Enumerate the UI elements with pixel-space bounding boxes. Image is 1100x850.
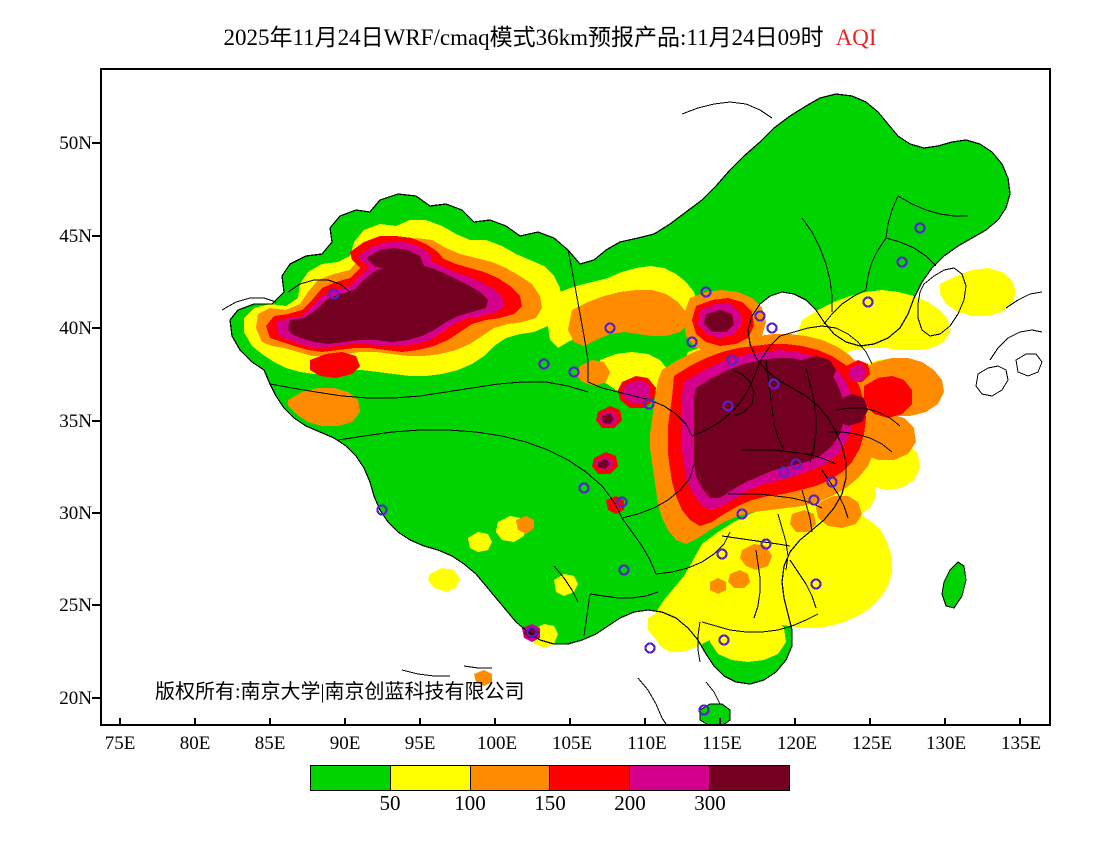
- x-tick-mark: [119, 718, 121, 726]
- station-marker: [862, 296, 874, 308]
- colorbar-tick-150: 150: [534, 791, 566, 815]
- x-tick-label-75e: 75E: [104, 733, 136, 754]
- aqi-colorbar: [310, 765, 790, 791]
- station-marker: [760, 538, 772, 550]
- y-tick-mark: [92, 235, 100, 237]
- x-tick-mark: [269, 718, 271, 726]
- station-marker: [698, 704, 710, 716]
- station-marker: [810, 578, 822, 590]
- colorbar-tick-100: 100: [454, 791, 486, 815]
- x-tick-mark: [1019, 718, 1021, 726]
- colorbar-segment-50-100: [390, 766, 471, 790]
- y-tick-mark: [92, 512, 100, 514]
- x-tick-label-90e: 90E: [329, 733, 361, 754]
- y-tick-label-20n: 20N: [59, 688, 92, 709]
- x-tick-mark: [494, 718, 496, 726]
- station-marker: [568, 366, 580, 378]
- station-marker: [778, 466, 790, 478]
- colorbar-tick-300: 300: [694, 791, 726, 815]
- x-tick-mark: [644, 718, 646, 726]
- x-tick-label-125e: 125E: [851, 733, 893, 754]
- x-tick-mark: [194, 718, 196, 726]
- station-marker: [376, 504, 388, 516]
- x-tick-label-100e: 100E: [476, 733, 518, 754]
- x-tick-mark: [344, 718, 346, 726]
- x-tick-label-130e: 130E: [925, 733, 967, 754]
- station-marker: [896, 256, 908, 268]
- station-marker: [790, 458, 802, 470]
- y-tick-mark: [92, 327, 100, 329]
- x-tick-label-115e: 115E: [702, 733, 742, 754]
- map-plot-area: [100, 68, 1051, 726]
- colorbar-segment-0-50: [311, 766, 391, 790]
- station-marker: [686, 336, 698, 348]
- colorbar-tick-200: 200: [614, 791, 646, 815]
- colorbar-segment-200-300: [630, 766, 711, 790]
- y-tick-label-40n: 40N: [59, 318, 92, 339]
- y-tick-mark: [92, 604, 100, 606]
- station-marker: [618, 564, 630, 576]
- colorbar-segment-above-300: [710, 766, 789, 790]
- x-tick-mark: [719, 718, 721, 726]
- y-tick-label-50n: 50N: [59, 133, 92, 154]
- station-marker: [644, 642, 656, 654]
- station-marker: [578, 482, 590, 494]
- taiwan-fill: [941, 561, 967, 609]
- y-tick-mark: [92, 697, 100, 699]
- station-marker: [328, 288, 340, 300]
- page-title: 2025年11月24日WRF/cmaq模式36km预报产品:11月24日09时 A…: [0, 18, 1100, 52]
- station-marker: [736, 508, 748, 520]
- x-tick-mark: [569, 718, 571, 726]
- x-tick-label-120e: 120E: [776, 733, 818, 754]
- station-marker: [604, 322, 616, 334]
- title-variable-label: AQI: [835, 25, 877, 50]
- x-tick-label-135e: 135E: [1000, 733, 1042, 754]
- x-tick-label-110e: 110E: [627, 733, 667, 754]
- station-marker: [914, 222, 926, 234]
- monitoring-station-markers[interactable]: [328, 222, 926, 716]
- station-marker: [643, 398, 655, 410]
- y-tick-label-35n: 35N: [59, 411, 92, 432]
- station-marker: [700, 286, 712, 298]
- station-marker: [526, 626, 538, 638]
- y-tick-label-30n: 30N: [59, 503, 92, 524]
- copyright-notice: 版权所有:南京大学|南京创蓝科技有限公司: [155, 681, 525, 703]
- x-tick-label-85e: 85E: [254, 733, 286, 754]
- province-boundaries: [221, 93, 1043, 724]
- station-marker: [768, 378, 780, 390]
- x-tick-mark: [944, 718, 946, 726]
- station-marker: [808, 494, 820, 506]
- station-marker: [538, 358, 550, 370]
- station-marker: [766, 322, 778, 334]
- x-tick-label-80e: 80E: [179, 733, 211, 754]
- station-marker: [716, 548, 728, 560]
- x-tick-mark: [419, 718, 421, 726]
- colorbar-tick-50: 50: [379, 791, 401, 815]
- x-tick-mark: [869, 718, 871, 726]
- colorbar-segment-100-150: [470, 766, 551, 790]
- x-tick-label-95e: 95E: [404, 733, 436, 754]
- title-main-text: 2025年11月24日WRF/cmaq模式36km预报产品:11月24日09时: [223, 25, 824, 50]
- station-marker: [754, 310, 766, 322]
- x-tick-mark: [794, 718, 796, 726]
- y-tick-label-45n: 45N: [59, 226, 92, 247]
- colorbar-tick-labels: 50 100 150 200 300: [310, 791, 790, 817]
- station-marker: [722, 400, 734, 412]
- y-tick-label-25n: 25N: [59, 595, 92, 616]
- contour-band-above-300: [288, 248, 868, 638]
- colorbar-segment-150-200: [550, 766, 631, 790]
- station-marker: [826, 476, 838, 488]
- station-marker: [616, 496, 628, 508]
- x-tick-label-105e: 105E: [551, 733, 593, 754]
- china-aqi-contour-map: [102, 70, 1049, 724]
- y-tick-mark: [92, 420, 100, 422]
- station-marker: [726, 354, 738, 366]
- station-marker: [718, 634, 730, 646]
- y-tick-mark: [92, 142, 100, 144]
